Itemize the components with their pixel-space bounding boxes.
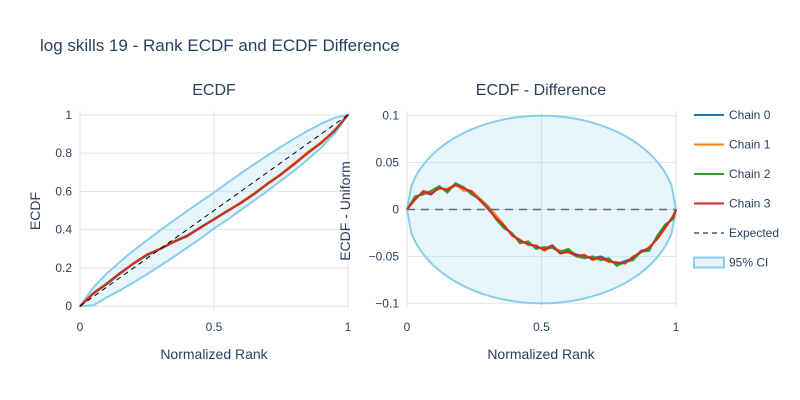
- legend-item-chain-1[interactable]: Chain 1: [694, 138, 771, 152]
- ecdf-series-expected: [79, 114, 349, 307]
- ecdf-difference-y-axis-title: ECDF - Uniform: [337, 161, 353, 261]
- ecdf-difference-y-tick-label: 0.1: [382, 109, 399, 123]
- ecdf-panel-title: ECDF: [192, 82, 236, 99]
- legend-item-expected[interactable]: Expected: [694, 226, 779, 240]
- ecdf-difference-x-axis-title: Normalized Rank: [487, 346, 595, 362]
- ecdf-difference-x-tick-label: 1: [673, 320, 680, 334]
- legend-item-chain-2[interactable]: Chain 2: [694, 167, 771, 181]
- ecdf-x-tick-label: 0: [77, 320, 84, 334]
- legend-label: Expected: [729, 226, 779, 240]
- ecdf-y-tick-label: 0.6: [55, 184, 72, 198]
- ecdf-difference-y-tick-label: −0.1: [375, 296, 399, 310]
- ecdf-y-tick-label: 0.4: [55, 223, 72, 237]
- legend: Chain 0 Chain 1 Chain 2 Chain 3 Expected 95% …: [693, 108, 779, 270]
- ecdf-difference-panel: ECDF - Difference Normalized Rank ECDF -…: [337, 82, 680, 362]
- ecdf-panel: ECDF Normalized Rank ECDF 0 0.2 0.4 0.6 0.8 1…: [27, 82, 352, 362]
- ecdf-difference-x-tick-label: 0.5: [533, 320, 550, 334]
- legend-label: Chain 1: [729, 138, 771, 152]
- ecdf-difference-panel-title: ECDF - Difference: [476, 82, 607, 99]
- figure-title: log skills 19 - Rank ECDF and ECDF Diffe…: [40, 36, 400, 55]
- legend-swatch: [693, 256, 725, 269]
- legend-item-chain-3[interactable]: Chain 3: [694, 197, 771, 211]
- legend-item-95-ci[interactable]: 95% CI: [693, 256, 768, 270]
- ecdf-x-axis-title: Normalized Rank: [160, 346, 268, 362]
- legend-item-chain-0[interactable]: Chain 0: [694, 108, 771, 122]
- ecdf-y-axis-title: ECDF: [27, 192, 43, 230]
- legend-label: Chain 0: [729, 108, 771, 122]
- ecdf-x-tick-label: 1: [345, 320, 352, 334]
- ecdf-difference-x-tick-label: 0: [404, 320, 411, 334]
- ecdf-difference-y-tick-label: 0.05: [376, 156, 400, 170]
- legend-label: Chain 3: [729, 197, 771, 211]
- ecdf-y-tick-label: 0.8: [55, 146, 72, 160]
- ecdf-series-chain-3: [79, 114, 349, 307]
- legend-label: Chain 2: [729, 167, 771, 181]
- ecdf-difference-y-tick-label: 0: [392, 203, 399, 217]
- ecdf-y-tick-label: 1: [65, 108, 72, 122]
- ecdf-y-tick-label: 0.2: [55, 261, 72, 275]
- legend-label: 95% CI: [729, 256, 768, 270]
- ecdf-y-tick-label: 0: [65, 299, 72, 313]
- ecdf-x-tick-label: 0.5: [206, 320, 223, 334]
- ecdf-difference-y-tick-label: −0.05: [369, 249, 400, 263]
- ecdf-difference-series-chain-3: [406, 184, 677, 264]
